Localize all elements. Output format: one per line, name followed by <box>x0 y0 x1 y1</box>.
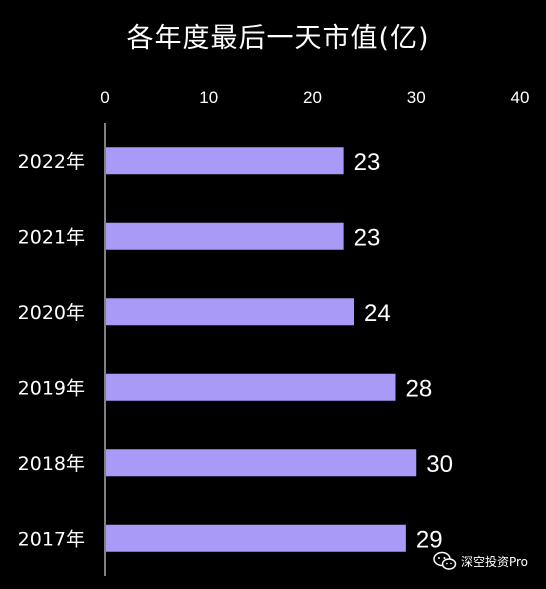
bar <box>106 298 354 326</box>
bar <box>106 449 417 477</box>
category-labels: 2022年 2021年 2020年 2019年 2018年 2017年 <box>18 151 85 551</box>
category-label: 2018年 <box>18 453 85 475</box>
category-label: 2020年 <box>18 302 85 324</box>
x-tick-label: 20 <box>303 88 322 107</box>
category-label: 2019年 <box>18 377 85 399</box>
value-label: 28 <box>406 375 433 402</box>
x-tick-label: 10 <box>199 88 218 107</box>
wechat-icon <box>433 551 457 570</box>
value-label: 24 <box>364 300 391 327</box>
bar <box>106 147 344 175</box>
bars-group <box>106 147 417 552</box>
category-label: 2017年 <box>18 528 85 550</box>
value-label: 30 <box>426 451 453 478</box>
bar <box>106 373 396 401</box>
watermark: 深空投资Pro <box>433 551 528 571</box>
x-tick-label: 30 <box>407 88 426 107</box>
category-label: 2022年 <box>18 151 85 173</box>
bar <box>106 524 406 552</box>
x-tick-label: 0 <box>100 88 109 107</box>
chart-title: 各年度最后一天市值(亿) <box>126 23 429 54</box>
x-axis-ticks: 0 10 20 30 40 <box>100 88 529 107</box>
value-label: 29 <box>416 526 443 553</box>
value-labels: 23 23 24 28 30 29 <box>354 149 453 554</box>
bar <box>106 222 344 250</box>
value-label: 23 <box>354 224 381 251</box>
value-label: 23 <box>354 149 381 176</box>
x-tick-label: 40 <box>511 88 530 107</box>
category-label: 2021年 <box>18 226 85 248</box>
watermark-text: 深空投资Pro <box>460 554 528 569</box>
